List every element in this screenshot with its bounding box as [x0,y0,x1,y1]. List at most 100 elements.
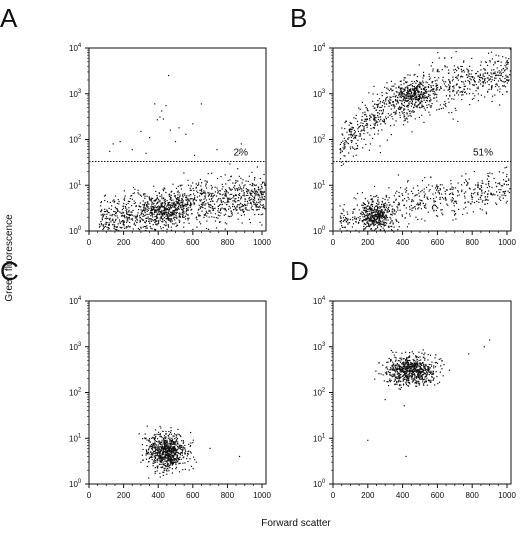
data-point [264,208,266,210]
data-point [433,365,435,367]
data-point [147,452,149,454]
data-point [446,66,448,68]
data-point [199,200,202,202]
data-point [213,207,215,210]
data-point [162,437,165,440]
data-point [132,192,134,195]
data-point [182,448,184,450]
data-point [478,78,481,81]
data-point [477,75,479,77]
data-point [167,208,169,210]
data-point [480,61,482,63]
data-point [251,192,253,194]
data-point [211,172,213,174]
data-point [477,100,479,102]
data-point [381,213,384,215]
data-point [151,204,153,206]
data-point [484,203,486,205]
data-point [234,189,237,191]
data-point [352,155,354,157]
y-tick-label: 100 [313,479,326,489]
data-point [469,83,471,85]
data-point [401,352,403,354]
data-point [415,97,417,99]
data-point [176,203,178,205]
data-point [152,206,154,208]
data-point [377,121,379,123]
data-point [187,199,189,201]
data-point [123,197,126,199]
data-point [463,69,465,71]
data-point [403,198,406,200]
data-point [162,213,164,215]
data-point [382,121,384,123]
data-point [162,202,164,205]
data-point [392,212,394,214]
data-point [503,190,505,193]
data-point [373,115,375,117]
data-point [448,112,450,114]
data-point [444,104,446,106]
data-point [365,214,367,216]
data-point [174,140,177,143]
data-point [365,207,367,209]
data-point [179,456,181,458]
data-point [444,66,446,68]
data-point [147,202,149,204]
data-point [400,97,402,99]
data-point [169,453,172,456]
data-point [507,75,509,77]
data-point [352,126,354,129]
data-point [179,194,181,196]
data-point [190,189,192,192]
data-point [409,110,411,112]
data-point [371,219,373,221]
data-point [443,83,445,85]
data-point [380,209,383,211]
data-point [165,453,167,455]
data-point [131,214,133,216]
data-point [228,198,230,200]
data-point [248,209,250,211]
data-point [398,191,400,194]
data-point [346,219,349,221]
data-point [436,79,438,81]
data-point [162,458,164,461]
data-point [216,199,219,201]
data-point [400,95,402,97]
data-point [395,112,397,114]
data-point [382,212,384,214]
data-point [386,204,388,206]
data-point [199,192,201,194]
data-point [386,103,388,105]
data-point [241,222,243,224]
data-point [147,209,149,211]
data-point [486,73,488,75]
data-point [403,114,405,116]
data-point [377,212,379,214]
data-point [413,367,415,369]
data-point [449,193,452,195]
data-point [261,204,263,207]
data-point [257,195,259,197]
data-point [413,94,416,96]
data-point [392,366,394,369]
data-point [158,448,160,451]
data-point [506,82,508,84]
data-point [392,375,394,378]
data-point [153,438,156,440]
data-point [499,183,501,185]
data-point [421,375,423,377]
data-point [101,224,103,226]
data-point [262,194,264,196]
data-point [383,211,385,213]
data-point [170,459,172,462]
data-point [200,185,202,187]
data-point [491,85,493,87]
data-point [376,206,379,208]
data-point [414,370,416,372]
data-point [382,224,384,226]
data-point [364,111,366,113]
data-point [404,188,406,190]
data-point [399,87,401,89]
